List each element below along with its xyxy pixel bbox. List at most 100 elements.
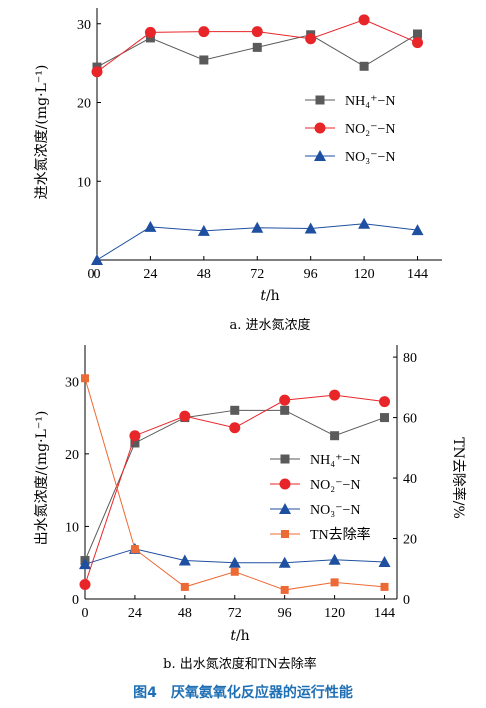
data-point-2 [178,554,191,566]
data-point-3 [280,585,289,594]
data-point-1 [279,394,291,406]
chart-b-ylabel-right: TN去除率/% [450,437,467,519]
x-tick-label: 120 [324,606,345,621]
data-point-2 [228,556,241,568]
legend-marker [280,454,290,464]
data-point-2 [91,254,103,265]
data-point-3 [330,578,339,587]
legend-marker [314,150,326,161]
data-point-3 [81,374,89,383]
chart-a: 0 24 48 72 96 120 144 0 10 20 30 NH₄⁺−N NO₂⁻−N NO₃⁻−… [34,8,442,333]
y-tick-label: 30 [77,18,91,33]
legend-label: NO₃⁻−N [310,503,361,518]
y-tick-right-label: 60 [403,412,417,427]
data-point-1 [144,26,156,38]
chart-b-xlabel: t/h [230,628,249,644]
data-point-3 [130,545,139,554]
y-tick-label: 10 [77,175,91,190]
data-point-1 [379,396,391,408]
y-tick-label: 0 [72,593,79,608]
chart-a-xlabel: t/h [260,288,279,304]
data-point-3 [230,567,239,576]
chart-b-caption: b. 出水氮浓度和TN去除率 [163,656,317,672]
data-point-2 [304,222,317,234]
data-point-2 [358,217,371,229]
legend-marker [279,503,291,514]
y-tick-right-label: 20 [403,533,417,548]
data-point-0 [199,55,209,65]
x-tick-label: 24 [128,606,142,621]
legend-label: NO₂⁻−N [310,478,361,493]
y-tick-right-label: 80 [403,351,417,366]
data-point-0 [380,413,390,423]
data-point-1 [198,26,210,38]
y-tick-right-label: 0 [403,593,410,608]
chart-a-ylabel: 进水氮浓度/(mg·L⁻¹) [34,65,50,200]
chart-b-ylabel: 出水氮浓度/(mg·L⁻¹) [34,411,50,546]
chart-a-caption: a. 进水氮浓度 [229,317,310,333]
x-tick-label: 72 [228,606,242,621]
data-point-1 [179,410,191,422]
legend-marker [314,122,326,134]
chart-b-axes: 0 24 48 72 96 120 144 0 10 20 30 0 20 40 60 80 [65,345,417,621]
legend-label: NO₂⁻−N [345,122,396,137]
data-point-1 [412,37,424,49]
chart-b: 0 24 48 72 96 120 144 0 10 20 30 0 20 40 60 80 NH₄⁺−N NO… [34,345,467,672]
y-tick-label: 30 [65,375,79,390]
data-point-2 [278,556,291,568]
data-point-1 [251,26,263,38]
x-tick-label: 144 [374,606,395,621]
chart-a-legend: NH₄⁺−N NO₂⁻−N NO₃⁻−N [305,94,396,165]
data-point-1 [305,33,317,45]
data-point-2 [197,224,210,236]
x-tick-label: 72 [250,267,264,282]
data-point-2 [378,555,391,567]
x-tick-label: 48 [178,606,192,621]
x-tick-label: 0 [94,267,101,282]
data-point-1 [91,66,103,78]
legend-label: TN去除率 [310,526,371,543]
x-tick-label: 144 [407,267,428,282]
y-tick-label: 0 [88,267,95,282]
figure-caption: 图4 厌氧氨氧化反应器的运行性能 [133,684,353,701]
data-point-0 [145,33,155,43]
legend-marker [281,530,289,538]
data-point-1 [358,14,370,26]
data-point-2 [251,221,264,233]
x-tick-label: 96 [304,267,318,282]
legend-marker [279,478,291,490]
data-point-2 [411,224,424,236]
chart-b-legend: NH₄⁺−N NO₂⁻−N NO₃⁻−N TN去除率 [270,453,371,543]
legend-label: NH₄⁺−N [345,94,396,109]
x-tick-label: 120 [354,267,375,282]
x-tick-label: 0 [82,606,89,621]
data-point-0 [359,61,369,71]
x-tick-label: 96 [278,606,292,621]
data-point-1 [79,578,91,590]
legend-label: NH₄⁺−N [310,453,361,468]
data-point-1 [129,430,141,442]
data-point-1 [329,389,341,401]
data-point-3 [180,582,189,591]
legend-label: NO₃⁻−N [345,150,396,165]
data-point-0 [330,431,340,441]
chart-a-axes: 0 24 48 72 96 120 144 0 10 20 30 [77,8,442,282]
y-tick-right-label: 40 [403,472,417,487]
data-point-2 [328,553,341,565]
data-point-2 [144,220,157,232]
data-point-0 [230,405,240,415]
data-point-0 [280,405,290,415]
data-point-3 [380,582,389,591]
chart-b-series [79,374,391,594]
data-point-0 [252,42,262,52]
data-point-0 [413,29,423,39]
y-tick-label: 10 [65,520,79,535]
y-tick-label: 20 [77,97,91,112]
data-point-1 [229,422,241,434]
legend-marker [315,95,325,105]
x-tick-label: 24 [143,267,157,282]
y-tick-label: 20 [65,448,79,463]
data-point-2 [79,558,91,570]
data-point-0 [130,438,140,448]
